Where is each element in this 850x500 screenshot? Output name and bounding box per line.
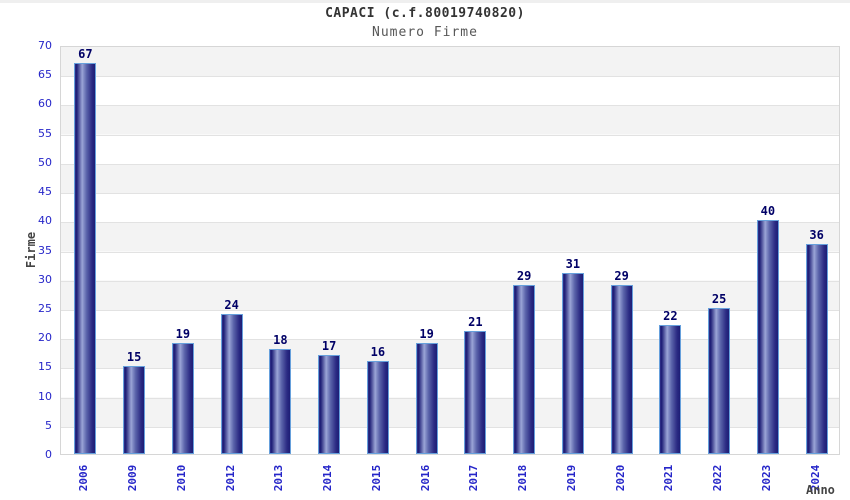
gridline [61, 105, 839, 107]
y-tick-label: 40 [38, 214, 52, 228]
bar [74, 62, 97, 454]
y-tick-label: 45 [38, 185, 52, 199]
bar-value-label: 40 [760, 204, 776, 219]
x-tick-label: 2006 [77, 464, 91, 492]
bar [513, 284, 536, 454]
gridline [61, 280, 839, 282]
bar [123, 366, 146, 454]
gridline [61, 368, 839, 370]
bar [464, 331, 487, 454]
y-tick-label: 55 [38, 126, 52, 140]
x-tick-label: 2012 [223, 464, 237, 492]
plot-area: 67 15 19 24 18 17 16 19 21 29 31 29 22 25 40 36 [60, 46, 840, 455]
bar-value-label: 18 [273, 332, 288, 347]
gridline [61, 134, 839, 136]
gridline [61, 426, 839, 428]
y-tick-label: 5 [45, 418, 52, 432]
bar-value-label: 15 [126, 350, 142, 365]
bar-value-label: 24 [224, 297, 239, 312]
bar-value-label: 19 [175, 326, 191, 341]
y-tick-label: 70 [38, 39, 52, 52]
bar [610, 284, 633, 454]
bar-value-label: 36 [809, 227, 824, 242]
gridline [61, 251, 839, 253]
y-tick-label: 30 [38, 272, 52, 286]
x-tick-label: 2019 [564, 464, 578, 492]
y-tick-label: 60 [38, 97, 52, 111]
bar-value-label: 21 [468, 315, 483, 330]
y-tick-label: 10 [38, 389, 52, 403]
y-tick-label: 65 [38, 68, 52, 82]
x-tick-label: 2010 [174, 464, 188, 492]
gridline [61, 309, 839, 311]
bar [415, 343, 438, 454]
x-tick-label: 2009 [126, 464, 140, 492]
top-border-strip [0, 0, 850, 3]
bar-value-label: 29 [614, 268, 629, 283]
x-tick-label: 2022 [711, 464, 725, 492]
y-tick-label: 50 [38, 155, 52, 169]
y-tick-label: 20 [38, 331, 52, 345]
bar [220, 313, 243, 454]
bar-value-label: 22 [663, 309, 678, 324]
bar-value-label: 31 [565, 256, 581, 271]
gridline [61, 397, 839, 399]
x-tick-label: 2013 [272, 464, 286, 492]
bar [318, 354, 341, 454]
bar-value-label: 17 [321, 338, 337, 353]
chart-title: CAPACI (c.f.80019740820) [325, 6, 525, 21]
bar [366, 360, 389, 454]
gridline [61, 339, 839, 341]
x-tick-label: 2016 [418, 464, 432, 492]
gridline [61, 222, 839, 224]
bar [756, 220, 779, 454]
bar [561, 272, 584, 454]
y-tick-label: 15 [38, 360, 52, 374]
bar [659, 325, 682, 454]
gridline [61, 163, 839, 165]
y-tick-label: 35 [38, 243, 52, 257]
x-tick-label: 2014 [321, 464, 335, 492]
bar [708, 307, 731, 454]
y-tick-label: 25 [38, 301, 52, 315]
bar [805, 243, 828, 454]
x-tick-label: 2021 [662, 464, 676, 492]
x-axis-title: Anno [806, 483, 835, 497]
x-tick-label: 2018 [516, 464, 530, 492]
gridline [61, 193, 839, 195]
chart-subtitle: Numero Firme [372, 25, 478, 40]
x-tick-label: 2020 [613, 464, 627, 492]
bar-value-label: 25 [711, 291, 727, 306]
x-tick-label: 2017 [467, 464, 481, 492]
bar-value-label: 16 [370, 344, 386, 359]
gridline [61, 76, 839, 78]
bar-value-label: 29 [516, 268, 532, 283]
x-tick-label: 2023 [759, 464, 773, 492]
x-tick-label: 2015 [369, 464, 383, 492]
bar [171, 343, 194, 454]
bar-value-label: 67 [78, 46, 93, 61]
y-tick-label: 0 [45, 448, 52, 461]
bar-value-label: 19 [419, 326, 434, 341]
bar [269, 348, 292, 454]
